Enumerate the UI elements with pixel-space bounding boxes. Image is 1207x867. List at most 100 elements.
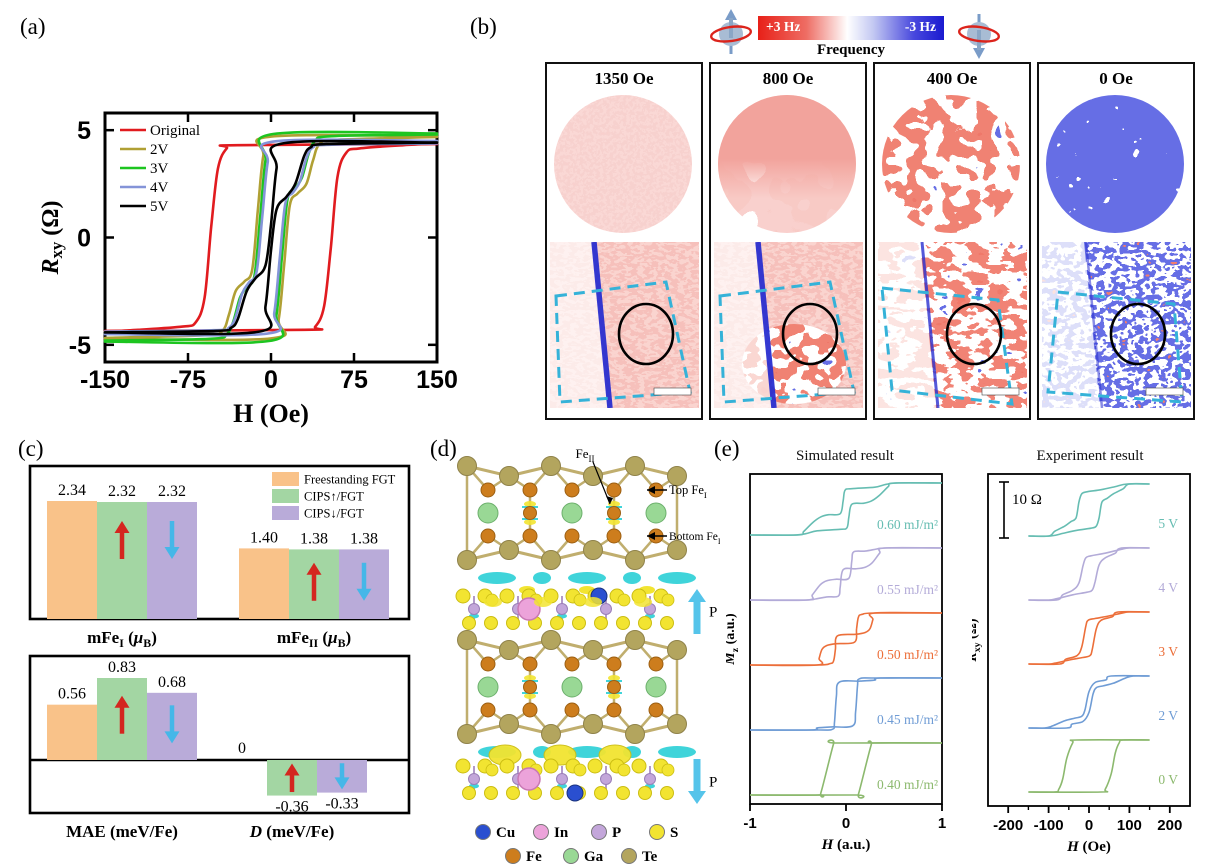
simulated-result-title: Simulated result — [796, 448, 894, 464]
frequency-gradient-bar: +3 Hz -3 Hz — [758, 16, 944, 40]
x-tick-label: -200 — [993, 817, 1023, 834]
y-tick-label: 0 — [77, 225, 91, 253]
loop-curve-0 V — [1028, 739, 1150, 793]
bar-value-label: 0 — [238, 740, 246, 757]
atom-legend-In: In — [554, 825, 569, 841]
atom-legend-Ga: Ga — [584, 849, 604, 864]
fgt-layer — [457, 630, 687, 744]
loop-curve-4 V — [1028, 546, 1150, 601]
cips-layer — [455, 587, 675, 630]
panel-d-label: (d) — [430, 436, 457, 461]
hysteresis-curve-5V — [103, 141, 439, 336]
up-arrow — [306, 562, 322, 601]
loop-curve-0.40 mJ/m² — [749, 739, 943, 798]
y-axis-label: Rxy (Ω) — [972, 618, 983, 663]
bar-Freestanding FGT — [239, 548, 289, 619]
bar-value-label: 1.40 — [250, 529, 278, 546]
atom-legend-P: P — [612, 825, 621, 841]
mfm-disk-image — [1046, 95, 1184, 233]
scale-bar — [817, 387, 855, 396]
loop-curve-0.55 mJ/m² — [749, 546, 943, 601]
panel-c-bottom-chart: 0.56 0.83 0.68 MAE (meV/Fe) 0 -0.36 -0.33 D (me… — [28, 654, 411, 841]
y-axis-label: Mz (a.u.) — [726, 613, 741, 666]
mfm-scan-image — [549, 242, 699, 408]
panel-c-label: (c) — [18, 436, 44, 461]
loop-curve-3 V — [1028, 610, 1150, 665]
group-axis-label: MAE (meV/Fe) — [66, 822, 178, 841]
curve-label-0.45 mJ/m²: 0.45 mJ/m² — [877, 712, 938, 727]
atom-legend-Fe: Fe — [526, 849, 542, 864]
mfm-panel-400-Oe: 400 Oe — [873, 62, 1031, 420]
bar-value-label: -0.33 — [325, 796, 358, 813]
loop-curve-0.45 mJ/m² — [749, 677, 943, 731]
x-tick-label: 200 — [1157, 817, 1182, 834]
legend-label-Original: Original — [150, 123, 200, 139]
region-of-interest-circle — [945, 302, 1002, 366]
hysteresis-curve-Original — [103, 142, 439, 333]
frequency-colorbar: +3 Hz -3 Hz Frequency — [702, 6, 1008, 64]
curve-label-0.40 mJ/m²: 0.40 mJ/m² — [877, 777, 938, 792]
mfm-scan-image — [713, 242, 863, 408]
scale-bar — [653, 387, 691, 396]
mfm-field-label: 0 Oe — [1099, 69, 1133, 88]
up-arrow — [114, 521, 130, 560]
x-tick-label: 150 — [416, 366, 458, 394]
y-tick-label: 5 — [77, 117, 91, 145]
scale-bar — [981, 387, 1019, 396]
x-tick-label: -75 — [170, 366, 206, 394]
colorbar-title: Frequency — [816, 42, 886, 58]
down-arrow — [334, 763, 350, 790]
bar-Freestanding FGT — [47, 704, 97, 760]
legend-label-5V: 5V — [150, 199, 169, 215]
bar-CIPS↓/FGT — [147, 502, 197, 619]
panel-d-structure: P P FeII Top FeI Bottom FeI Cu In P S Fe Ga Te — [455, 446, 720, 864]
mfm-scan-image — [1041, 242, 1191, 408]
loop-curve-0.55 mJ/m² — [749, 547, 943, 602]
spin-down-icon — [957, 14, 1001, 59]
curve-label-0.60 mJ/m²: 0.60 mJ/m² — [877, 517, 938, 532]
loop-curve-2 V — [1028, 674, 1150, 729]
mfm-disk-image — [554, 95, 692, 233]
down-arrow — [164, 521, 180, 560]
loop-curve-0.45 mJ/m² — [749, 677, 943, 731]
bar-value-label: 1.38 — [350, 530, 378, 547]
x-tick-label: 0 — [842, 815, 850, 832]
region-of-interest-circle — [617, 302, 674, 366]
x-tick-label: 0 — [264, 366, 278, 394]
panel-b-label: (b) — [470, 14, 497, 39]
bar-value-label: 2.34 — [58, 482, 86, 499]
group-axis-label: mFeII (μB) — [277, 628, 351, 650]
x-tick-label: 100 — [1117, 817, 1142, 834]
bar-value-label: 0.83 — [108, 659, 136, 676]
mfm-scan-image — [877, 242, 1027, 408]
colorbar-right-label: -3 Hz — [904, 19, 936, 34]
loop-curve-3 V — [1028, 611, 1150, 666]
curve-label-0.55 mJ/m²: 0.55 mJ/m² — [877, 582, 938, 597]
mfm-panel-row: 1350 Oe 800 Oe 400 Oe 0 Oe — [545, 62, 1207, 426]
polarization-label: P — [709, 605, 717, 621]
legend-label-CIPS↑/FGT: CIPS↑/FGT — [304, 490, 364, 504]
x-axis-label: H (Oe) — [233, 399, 309, 428]
fgt-layer — [457, 456, 687, 570]
x-tick-label: -100 — [1034, 817, 1064, 834]
x-tick-label: 75 — [340, 366, 368, 394]
scale-bar — [1145, 387, 1183, 396]
y-tick-label: -5 — [69, 332, 91, 360]
x-tick-label: -150 — [80, 366, 130, 394]
loop-curve-0.50 mJ/m² — [749, 612, 943, 667]
panel-a-label: (a) — [20, 14, 46, 39]
mfm-field-label: 800 Oe — [762, 69, 814, 88]
group-axis-label: D (meV/Fe) — [249, 822, 335, 841]
loop-curve-2 V — [1028, 675, 1150, 730]
up-arrow — [284, 763, 300, 793]
mfm-field-label: 400 Oe — [926, 69, 978, 88]
down-arrow — [356, 562, 372, 601]
loop-curve-0.60 mJ/m² — [749, 481, 943, 536]
mfm-panel-0-Oe: 0 Oe — [1037, 62, 1195, 420]
legend-label-CIPS↓/FGT: CIPS↓/FGT — [304, 507, 364, 521]
region-of-interest-circle — [781, 302, 838, 366]
x-tick-label: -1 — [743, 815, 756, 832]
colorbar-left-label: +3 Hz — [766, 19, 801, 34]
group-axis-label: mFeI (μB) — [87, 628, 157, 650]
